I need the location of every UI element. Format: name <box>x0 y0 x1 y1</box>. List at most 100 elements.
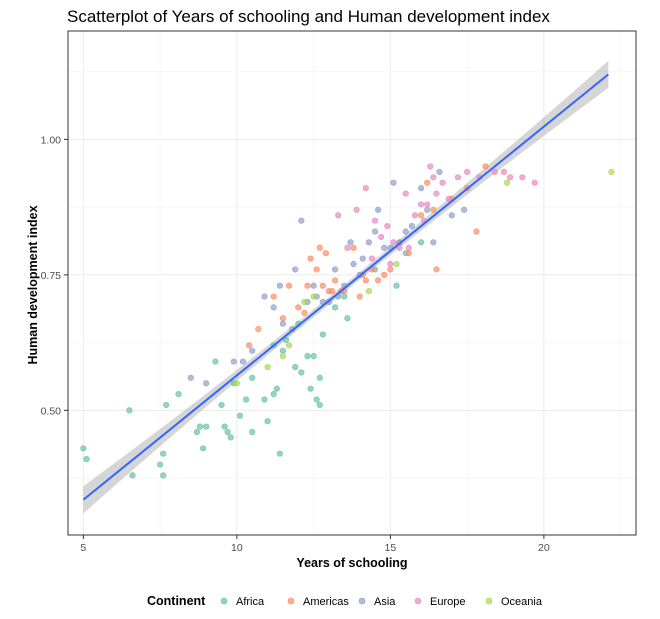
y-axis: 0.50 0.75 1.00 <box>41 134 68 417</box>
point-africa <box>304 353 311 360</box>
point-oceania <box>233 380 240 387</box>
point-africa <box>175 390 182 398</box>
point-africa <box>242 396 250 403</box>
point-europe <box>390 239 397 246</box>
y-tick-label: 0.50 <box>41 405 62 417</box>
point-americas <box>424 179 431 186</box>
point-africa <box>160 450 167 457</box>
point-asia <box>436 168 443 176</box>
legend-label-oceania: Oceania <box>501 596 543 608</box>
point-asia <box>448 212 455 219</box>
point-asia <box>347 239 354 246</box>
legend-label-europe: Europe <box>430 596 465 608</box>
point-asia <box>408 222 415 230</box>
point-africa <box>193 428 201 436</box>
point-africa <box>276 450 283 457</box>
point-oceania <box>301 298 308 306</box>
point-europe <box>427 163 434 170</box>
legend-title: Continent <box>147 594 206 608</box>
point-africa <box>332 304 339 311</box>
point-africa <box>279 347 287 354</box>
point-europe <box>396 244 403 251</box>
point-europe <box>519 174 526 181</box>
point-asia <box>374 206 382 213</box>
legend-item-africa: Africa <box>220 596 265 608</box>
point-africa <box>80 445 87 452</box>
point-africa <box>319 331 326 338</box>
point-americas <box>255 325 262 333</box>
point-americas <box>356 293 363 300</box>
point-africa <box>203 423 210 430</box>
point-asia <box>249 347 256 354</box>
point-europe <box>362 185 369 192</box>
point-africa <box>126 407 133 414</box>
point-europe <box>430 174 437 181</box>
point-africa <box>417 239 425 246</box>
point-asia <box>276 282 283 289</box>
point-asia <box>203 380 210 387</box>
point-americas <box>319 282 326 289</box>
point-americas <box>430 206 437 213</box>
point-oceania <box>264 363 271 371</box>
point-americas <box>433 266 440 273</box>
point-americas <box>304 282 311 289</box>
trend-line-group <box>82 73 609 501</box>
point-europe <box>433 190 440 197</box>
y-axis-title: Human development index <box>26 205 40 364</box>
point-africa <box>270 390 277 398</box>
legend-item-europe: Europe <box>414 596 465 608</box>
point-asia <box>402 228 409 235</box>
point-europe <box>507 174 514 181</box>
point-europe <box>445 195 452 203</box>
point-americas <box>279 315 287 322</box>
point-asia <box>261 293 268 300</box>
point-africa <box>199 445 207 452</box>
point-africa <box>341 293 348 300</box>
point-asia <box>381 244 388 251</box>
point-oceania <box>365 288 372 295</box>
point-americas <box>350 244 357 251</box>
point-europe <box>344 244 351 251</box>
point-asia <box>390 179 397 186</box>
point-europe <box>387 260 394 268</box>
legend-item-oceania: Oceania <box>485 596 543 608</box>
point-americas <box>270 293 277 300</box>
point-africa <box>236 412 244 419</box>
point-europe <box>439 179 446 186</box>
legend-key-europe <box>414 597 422 605</box>
point-americas <box>482 163 489 170</box>
point-asia <box>332 266 339 273</box>
point-asia <box>270 304 277 311</box>
point-africa <box>157 461 164 468</box>
point-asia <box>310 282 317 289</box>
point-africa <box>261 396 268 403</box>
point-americas <box>307 255 314 262</box>
point-americas <box>362 277 369 284</box>
point-asia <box>460 206 468 213</box>
point-asia <box>298 217 305 224</box>
point-americas <box>285 282 293 289</box>
x-tick-label: 10 <box>231 542 243 554</box>
legend-key-americas <box>287 597 295 605</box>
point-americas <box>301 309 308 316</box>
point-asia <box>359 255 366 262</box>
point-americas <box>387 266 394 273</box>
legend-label-africa: Africa <box>236 596 265 608</box>
point-europe <box>335 212 342 219</box>
point-europe <box>353 206 360 213</box>
legend-key-oceania <box>485 597 493 605</box>
point-asia <box>430 239 437 246</box>
point-africa <box>83 456 90 463</box>
x-axis-title: Years of schooling <box>296 556 407 570</box>
point-americas <box>332 277 339 284</box>
legend-item-asia: Asia <box>358 596 396 608</box>
point-africa <box>393 282 400 289</box>
y-tick-label: 0.75 <box>41 270 62 282</box>
legend-key-africa <box>220 597 228 605</box>
x-axis: 5 10 15 20 <box>80 535 550 554</box>
point-asia <box>350 260 357 268</box>
point-africa <box>273 385 280 392</box>
point-europe <box>417 201 425 208</box>
